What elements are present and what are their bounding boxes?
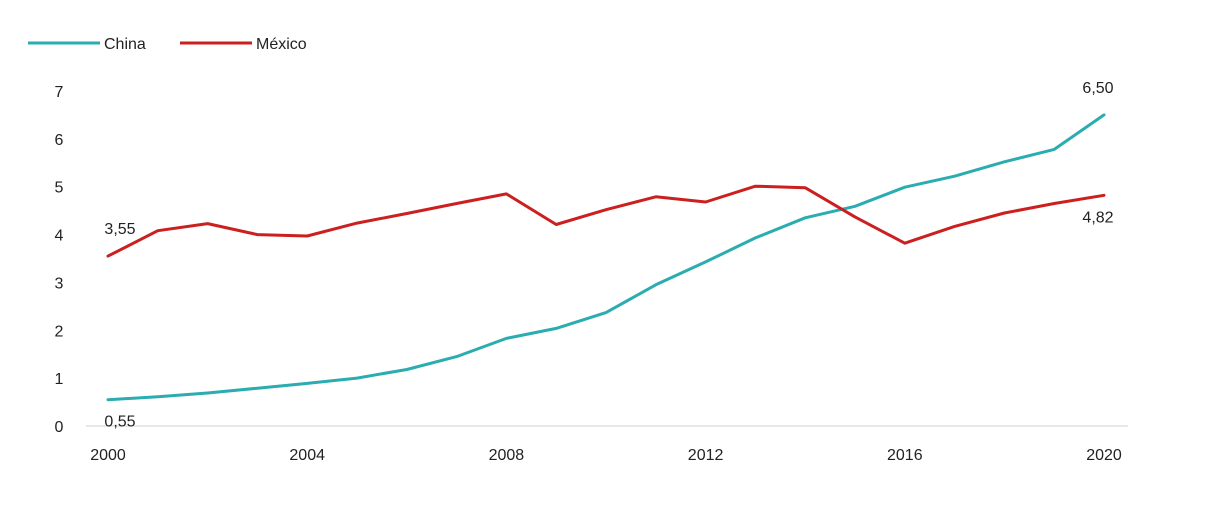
data-label: 0,55	[104, 414, 135, 431]
legend-label: México	[256, 36, 307, 53]
x-tick-label: 2012	[688, 447, 724, 464]
series-layer	[106, 113, 1106, 402]
y-tick-label: 1	[55, 371, 64, 388]
x-tick-label: 2016	[887, 447, 923, 464]
y-tick-label: 2	[55, 323, 64, 340]
y-tick-label: 7	[55, 84, 64, 101]
y-tick-label: 5	[55, 180, 64, 197]
data-label: 4,82	[1082, 209, 1113, 226]
data-label: 6,50	[1082, 80, 1113, 97]
legend-item-0: China	[28, 36, 146, 53]
x-tick-label: 2000	[90, 447, 126, 464]
y-tick-label: 3	[55, 275, 64, 292]
y-tick-label: 4	[55, 228, 64, 245]
y-tick-label: 6	[55, 132, 64, 149]
series-line-china	[106, 113, 1106, 402]
x-axis: 2000 2004 2008 2012 2016 2020	[86, 425, 1128, 464]
legend-item-1: México	[180, 36, 307, 53]
x-tick-label: 2008	[489, 447, 525, 464]
y-axis: 0 1 2 3 4 5 6 7	[55, 84, 64, 436]
series-line-mxico	[106, 184, 1106, 258]
x-tick-label: 2020	[1086, 447, 1122, 464]
data-label: 3,55	[104, 221, 135, 238]
legend: China México	[28, 36, 307, 53]
annotation-layer: 3,55 0,55 6,50 4,82	[104, 80, 1113, 431]
y-tick-label: 0	[55, 419, 64, 436]
legend-label: China	[104, 36, 146, 53]
x-tick-label: 2004	[289, 447, 325, 464]
